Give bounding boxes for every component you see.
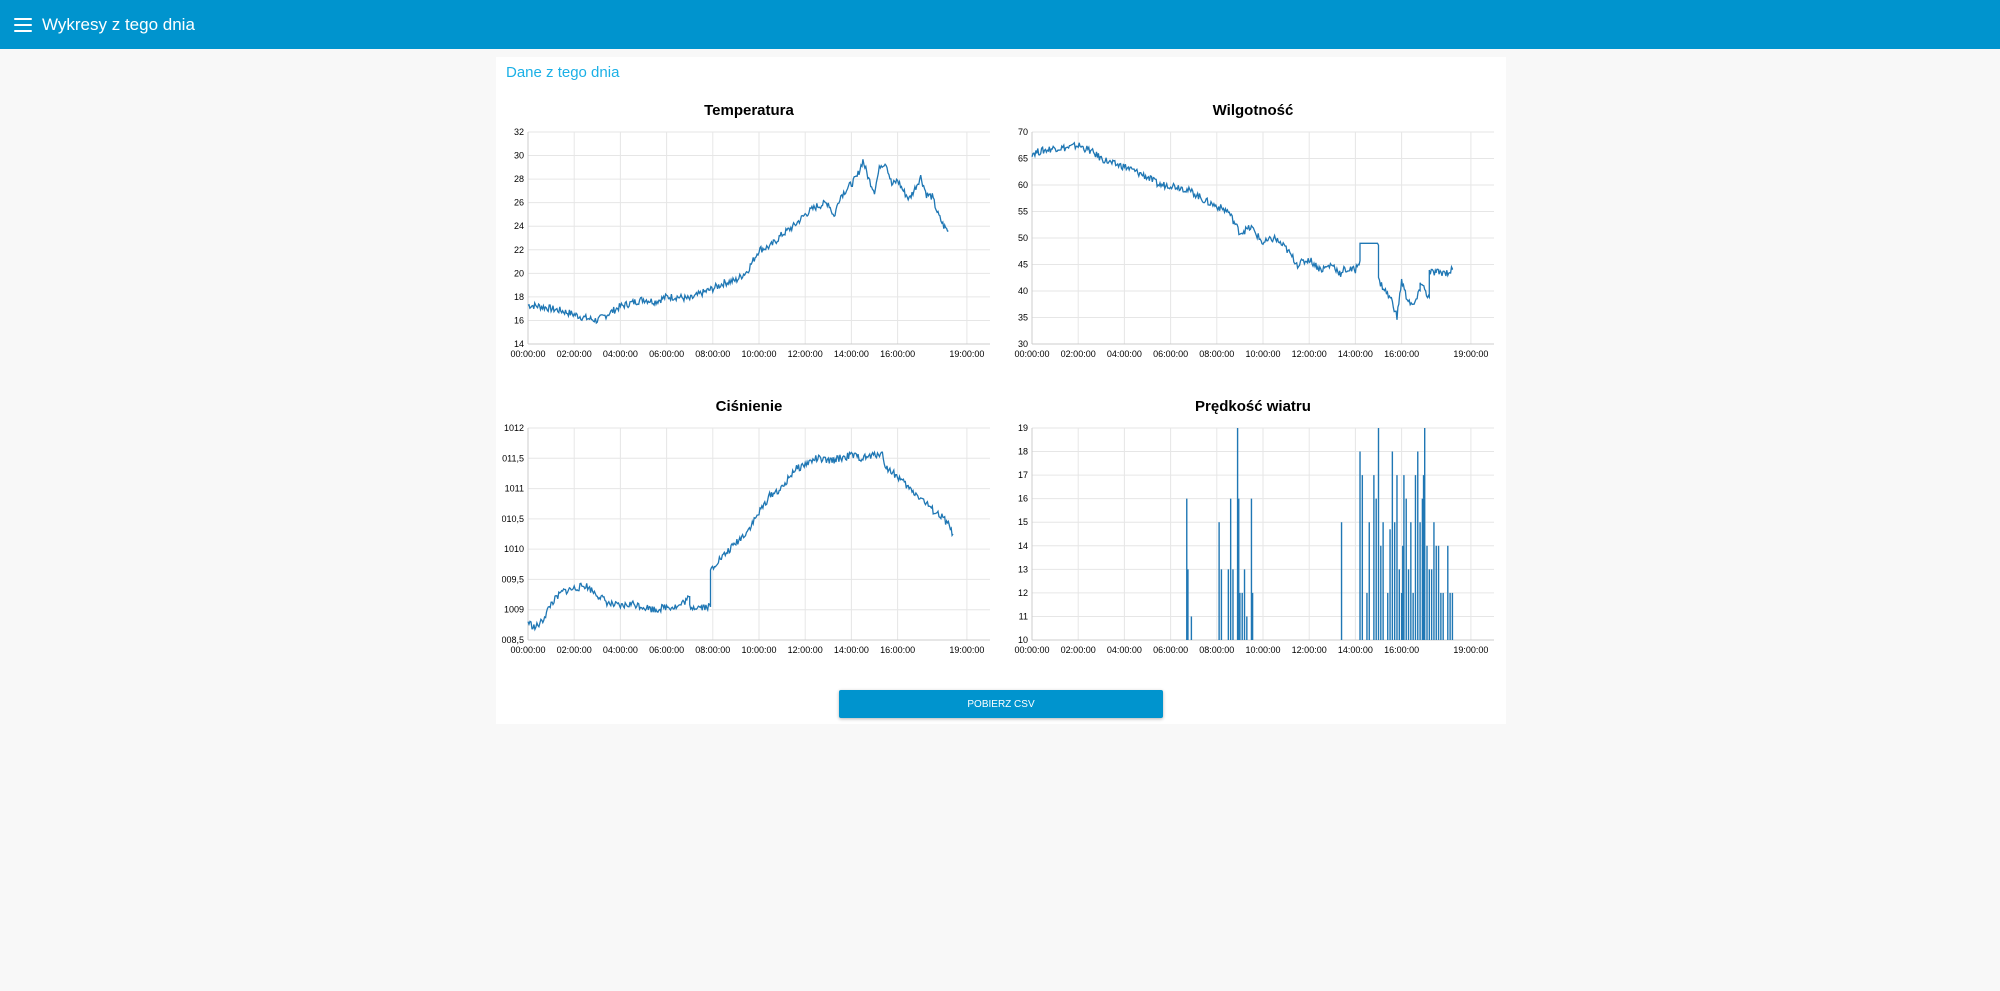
x-tick-label: 12:00:00: [1292, 349, 1327, 359]
y-tick-label: 28: [514, 174, 524, 184]
y-tick-label: 40: [1018, 286, 1028, 296]
x-tick-label: 19:00:00: [1453, 645, 1488, 655]
chart-title: Prędkość wiatru: [1195, 398, 1311, 415]
y-tick-label: 1011: [505, 484, 524, 494]
chart-title: Temperatura: [704, 102, 794, 119]
x-tick-label: 08:00:00: [695, 349, 730, 359]
x-tick-label: 06:00:00: [1153, 645, 1188, 655]
x-tick-label: 16:00:00: [880, 645, 915, 655]
x-tick-label: 19:00:00: [949, 645, 984, 655]
y-tick-label: 70: [1018, 127, 1028, 137]
x-tick-label: 06:00:00: [1153, 349, 1188, 359]
x-tick-label: 12:00:00: [1292, 645, 1327, 655]
chart-svg: 14 16 18 20 22 24 26 28 30 32 00:00:00 02:00:00 04:0…: [510, 127, 990, 359]
chart-title: Wilgotność: [1212, 102, 1294, 119]
x-tick-label: 12:00:00: [788, 645, 823, 655]
y-tick-label: 1010,5: [502, 514, 524, 524]
x-tick-label: 04:00:00: [1107, 349, 1142, 359]
x-tick-label: 02:00:00: [1061, 349, 1096, 359]
y-tick-label: 65: [1018, 154, 1028, 164]
y-tick-label: 16: [1018, 494, 1028, 504]
x-tick-label: 10:00:00: [1245, 645, 1280, 655]
chart-svg: 30 35 40 45 50 55 60 65 70 00:00:00 02:00:00 04:00:…: [1014, 127, 1494, 359]
x-tick-label: 08:00:00: [1199, 645, 1234, 655]
x-tick-label: 12:00:00: [788, 349, 823, 359]
x-tick-label: 16:00:00: [880, 349, 915, 359]
chart-predkosc-wiatru: Prędkość wiatru 10 11 12 13 14 15 16 17 18 19 00:0…: [1006, 398, 1500, 656]
y-tick-label: 10: [1018, 635, 1028, 645]
series-line: [527, 450, 954, 632]
download-csv-button[interactable]: POBIERZ CSV: [839, 690, 1163, 718]
y-tick-label: 18: [1018, 447, 1028, 457]
chart-title: Ciśnienie: [715, 398, 783, 415]
y-tick-label: 55: [1018, 207, 1028, 217]
y-tick-label: 11: [1019, 611, 1028, 621]
x-tick-label: 10:00:00: [741, 349, 776, 359]
menu-icon[interactable]: [14, 17, 32, 32]
y-tick-label: 1012: [504, 423, 524, 433]
x-tick-label: 04:00:00: [1107, 645, 1142, 655]
y-tick-label: 1009,5: [502, 574, 524, 584]
y-tick-label: 22: [514, 245, 524, 255]
y-tick-label: 1008,5: [502, 635, 524, 645]
chart-wilgotnosc: Wilgotność 30 35 40 45 50 55 60 65 70 00:00:00 02:…: [1006, 102, 1500, 360]
chart-svg: 10 11 12 13 14 15 16 17 18 19 00:00:00 02:00:00 04:0…: [1014, 423, 1494, 655]
y-tick-label: 20: [514, 268, 524, 278]
y-tick-label: 1009: [504, 605, 524, 615]
x-tick-label: 02:00:00: [557, 645, 592, 655]
y-tick-label: 16: [514, 315, 524, 325]
x-tick-label: 14:00:00: [834, 349, 869, 359]
x-tick-label: 16:00:00: [1384, 645, 1419, 655]
x-tick-label: 14:00:00: [834, 645, 869, 655]
series-line: [527, 159, 949, 325]
y-tick-label: 14: [514, 339, 524, 349]
x-tick-label: 10:00:00: [1245, 349, 1280, 359]
x-tick-label: 02:00:00: [557, 349, 592, 359]
x-tick-label: 10:00:00: [741, 645, 776, 655]
x-tick-label: 06:00:00: [649, 645, 684, 655]
x-tick-label: 00:00:00: [1014, 645, 1049, 655]
y-tick-label: 32: [514, 127, 524, 137]
series-line: [1031, 141, 1454, 320]
x-tick-label: 16:00:00: [1384, 349, 1419, 359]
x-tick-label: 06:00:00: [649, 349, 684, 359]
x-tick-label: 00:00:00: [1014, 349, 1049, 359]
x-tick-label: 14:00:00: [1338, 349, 1373, 359]
y-tick-label: 14: [1018, 541, 1028, 551]
x-tick-label: 08:00:00: [695, 645, 730, 655]
y-tick-label: 50: [1018, 233, 1028, 243]
section-title: Dane z tego dnia: [506, 64, 620, 81]
x-tick-label: 04:00:00: [603, 349, 638, 359]
y-tick-label: 13: [1018, 564, 1028, 574]
y-tick-label: 60: [1018, 180, 1028, 190]
y-tick-label: 18: [514, 292, 524, 302]
y-tick-label: 15: [1018, 517, 1028, 527]
y-tick-label: 24: [514, 221, 524, 231]
x-tick-label: 19:00:00: [1453, 349, 1488, 359]
y-tick-label: 1010: [504, 544, 524, 554]
x-tick-label: 04:00:00: [603, 645, 638, 655]
y-tick-label: 17: [1018, 470, 1028, 480]
x-tick-label: 19:00:00: [949, 349, 984, 359]
y-tick-label: 19: [1018, 423, 1028, 433]
chart-cisnienie: Ciśnienie 1008,5 1009 1009,5 1010 1010,5 1011…: [502, 398, 996, 656]
x-tick-label: 14:00:00: [1338, 645, 1373, 655]
x-tick-label: 02:00:00: [1061, 645, 1096, 655]
x-tick-label: 00:00:00: [510, 349, 545, 359]
y-tick-label: 45: [1018, 260, 1028, 270]
app-title: Wykresy z tego dnia: [42, 14, 195, 34]
y-tick-label: 35: [1018, 313, 1028, 323]
content-panel: Dane z tego dnia Temperatura 14 16 18 20 22 2…: [496, 57, 1506, 724]
x-tick-label: 00:00:00: [510, 645, 545, 655]
y-tick-label: 26: [514, 198, 524, 208]
y-tick-label: 12: [1018, 588, 1028, 598]
y-tick-label: 30: [514, 151, 524, 161]
x-tick-label: 08:00:00: [1199, 349, 1234, 359]
top-app-bar: Wykresy z tego dnia: [0, 0, 2000, 49]
y-tick-label: 1011,5: [502, 453, 524, 463]
chart-temperatura: Temperatura 14 16 18 20 22 24 26 28 30 32 00:00:00…: [502, 102, 996, 360]
y-tick-label: 30: [1018, 339, 1028, 349]
chart-svg: 1008,5 1009 1009,5 1010 1010,5 1011 1011,5 1012…: [502, 423, 990, 655]
